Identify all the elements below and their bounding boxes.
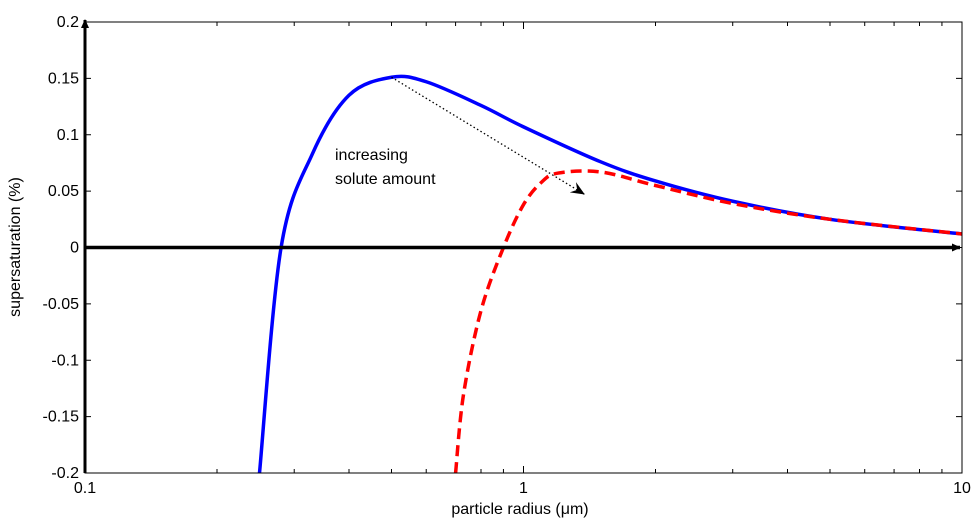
y-tick-label: -0.2 bbox=[51, 465, 79, 482]
annotation-layer: increasing solute amount bbox=[335, 76, 586, 196]
x-axis-ticks: 0.1 1 10 bbox=[74, 22, 971, 497]
axes-layer bbox=[81, 19, 963, 474]
series-1-line bbox=[257, 74, 963, 474]
y-tick-label: 0.15 bbox=[48, 70, 79, 87]
y-tick-label: -0.1 bbox=[51, 352, 79, 369]
y-tick-label: -0.15 bbox=[43, 409, 80, 426]
x-tick-label: 1 bbox=[519, 480, 528, 497]
x-tick-label: 0.1 bbox=[74, 480, 96, 497]
y-tick-label: 0.2 bbox=[57, 14, 79, 31]
y-axis-label: supersaturation (%) bbox=[7, 177, 24, 317]
annotation-text: increasing bbox=[335, 147, 408, 164]
annotation-text: solute amount bbox=[335, 171, 436, 188]
y-tick-label: 0.1 bbox=[57, 127, 79, 144]
series-2-line bbox=[453, 169, 963, 474]
x-tick-label: 10 bbox=[953, 480, 971, 497]
x-axis-label: particle radius (μm) bbox=[451, 501, 588, 518]
series-layer bbox=[257, 74, 963, 474]
y-tick-label: 0 bbox=[70, 240, 79, 257]
y-axis-ticks: 0.2 0.15 0.1 0.05 0 -0.05 -0.1 -0.15 -0.2 bbox=[43, 14, 962, 482]
y-tick-label: -0.05 bbox=[43, 296, 80, 313]
annotation-arrow bbox=[391, 76, 586, 196]
y-tick-label: 0.05 bbox=[48, 183, 79, 200]
